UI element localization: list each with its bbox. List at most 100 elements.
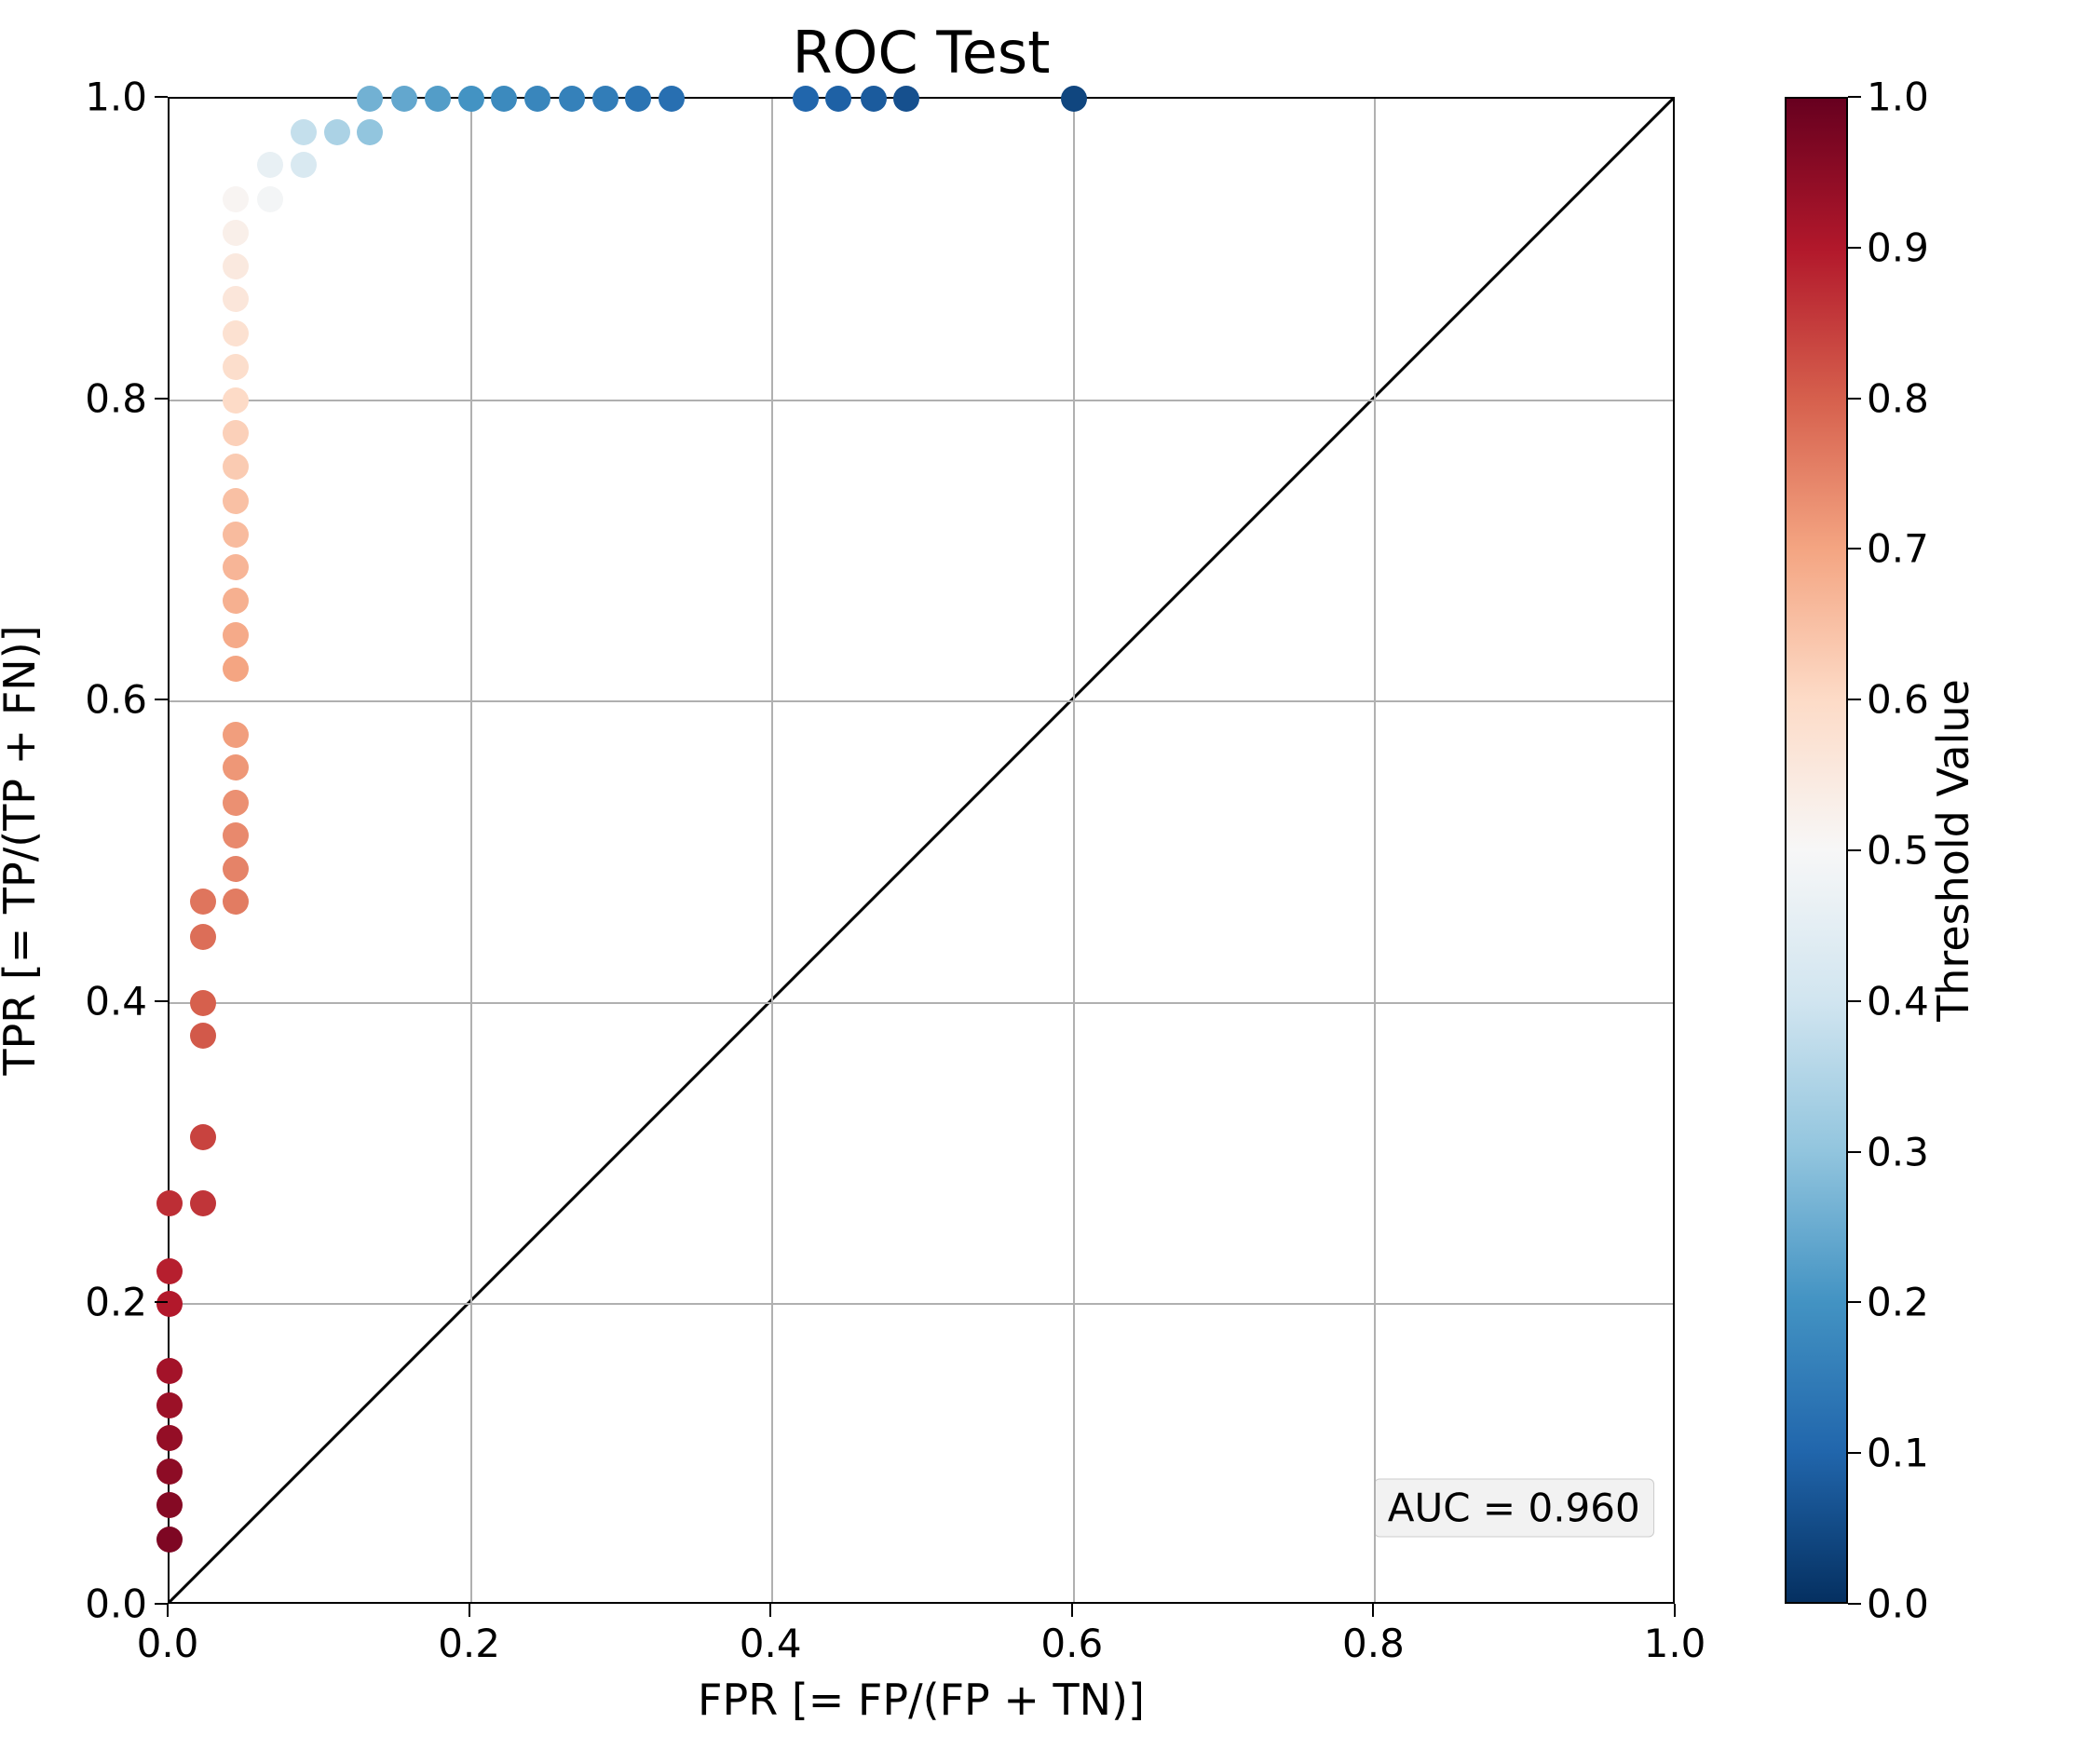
chart-title: ROC Test — [168, 19, 1675, 87]
roc-point — [223, 354, 249, 380]
roc-point — [223, 488, 249, 514]
roc-point — [257, 186, 283, 212]
roc-point — [223, 822, 249, 848]
roc-point — [223, 454, 249, 480]
roc-point — [156, 1358, 183, 1384]
roc-point — [793, 86, 819, 112]
roc-point — [156, 1190, 183, 1216]
roc-point — [223, 790, 249, 816]
y-tick-label: 0.0 — [85, 1581, 147, 1627]
roc-point — [223, 420, 249, 446]
roc-point — [223, 622, 249, 648]
roc-point — [190, 1124, 216, 1150]
roc-point — [223, 522, 249, 548]
x-axis-label: FPR [= FP/(FP + TN)] — [698, 1675, 1145, 1725]
colorbar-tick — [1848, 548, 1861, 550]
roc-point — [223, 554, 249, 580]
colorbar-tick — [1848, 247, 1861, 249]
x-tick — [1372, 1604, 1374, 1617]
roc-point — [291, 152, 317, 178]
x-tick-label: 1.0 — [1644, 1621, 1706, 1666]
roc-point — [324, 119, 350, 145]
roc-point — [223, 387, 249, 414]
plot-area: AUC = 0.960 — [168, 97, 1675, 1604]
y-tick-label: 0.8 — [85, 375, 147, 421]
roc-point — [291, 119, 317, 145]
roc-point — [156, 1459, 183, 1485]
roc-point — [893, 86, 919, 112]
roc-point — [223, 253, 249, 279]
roc-point — [223, 220, 249, 246]
roc-point — [257, 152, 283, 178]
roc-point — [223, 286, 249, 312]
y-tick-label: 0.6 — [85, 677, 147, 723]
gridline-vertical — [771, 99, 773, 1602]
roc-point — [592, 86, 618, 112]
y-tick-label: 0.2 — [85, 1280, 147, 1325]
y-tick — [155, 398, 168, 400]
roc-point — [156, 1492, 183, 1518]
colorbar-gradient — [1787, 99, 1846, 1602]
colorbar-label: Threshold Value — [1928, 679, 1978, 1022]
roc-point — [491, 86, 517, 112]
colorbar-tick — [1848, 1151, 1861, 1153]
roc-point — [156, 1425, 183, 1451]
roc-point — [190, 924, 216, 950]
roc-point — [861, 86, 887, 112]
roc-point — [156, 1392, 183, 1418]
x-tick — [167, 1604, 169, 1617]
roc-point — [223, 856, 249, 882]
roc-point — [223, 588, 249, 614]
y-axis-label: TPR [= TP/(TP + FN)] — [0, 625, 45, 1075]
y-tick — [155, 1000, 168, 1002]
roc-point — [190, 1190, 216, 1216]
colorbar-tick-label: 0.1 — [1867, 1431, 1929, 1476]
colorbar-tick — [1848, 1452, 1861, 1454]
roc-point — [190, 889, 216, 915]
roc-point — [223, 722, 249, 748]
y-tick-label: 0.4 — [85, 978, 147, 1024]
roc-point — [223, 656, 249, 682]
colorbar-tick — [1848, 1301, 1861, 1303]
y-tick — [155, 1603, 168, 1605]
colorbar-tick — [1848, 398, 1861, 400]
colorbar-tick-label: 0.8 — [1867, 375, 1929, 421]
colorbar-tick-label: 1.0 — [1867, 75, 1929, 120]
roc-point — [425, 86, 451, 112]
roc-point — [357, 86, 383, 112]
x-tick — [769, 1604, 771, 1617]
y-tick — [155, 699, 168, 700]
y-tick — [155, 1301, 168, 1303]
roc-point — [223, 186, 249, 212]
roc-point — [391, 86, 417, 112]
x-tick-label: 0.8 — [1342, 1621, 1405, 1666]
roc-point — [156, 1258, 183, 1284]
diagonal-line — [170, 99, 1673, 1602]
roc-point — [223, 754, 249, 780]
x-tick — [469, 1604, 470, 1617]
colorbar-tick-label: 0.5 — [1867, 828, 1929, 874]
x-tick-label: 0.4 — [740, 1621, 802, 1666]
roc-point — [559, 86, 585, 112]
y-tick — [155, 96, 168, 98]
x-tick — [1674, 1604, 1676, 1617]
colorbar-tick — [1848, 849, 1861, 851]
figure: ROC Test AUC = 0.960 FPR [= FP/(FP + TN)… — [0, 0, 2079, 1764]
roc-point — [1061, 86, 1087, 112]
roc-point — [357, 119, 383, 145]
roc-point — [190, 990, 216, 1016]
roc-point — [625, 86, 651, 112]
auc-annotation: AUC = 0.960 — [1374, 1478, 1654, 1537]
colorbar-tick-label: 0.6 — [1867, 677, 1929, 723]
roc-point — [524, 86, 550, 112]
colorbar-tick-label: 0.0 — [1867, 1581, 1929, 1627]
colorbar-tick — [1848, 96, 1861, 98]
colorbar-tick — [1848, 1603, 1861, 1605]
colorbar-tick — [1848, 1000, 1861, 1002]
gridline-vertical — [1374, 99, 1376, 1602]
colorbar-tick-label: 0.2 — [1867, 1280, 1929, 1325]
gridline-horizontal — [170, 1002, 1673, 1004]
gridline-vertical — [470, 99, 472, 1602]
colorbar — [1785, 97, 1848, 1604]
roc-point — [458, 86, 484, 112]
